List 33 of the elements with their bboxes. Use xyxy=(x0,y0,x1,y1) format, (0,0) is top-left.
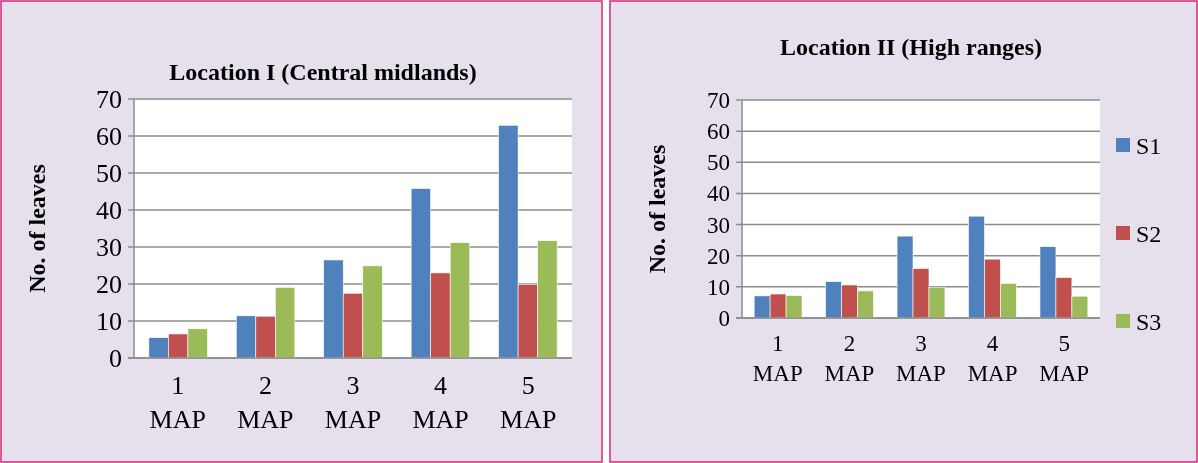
x-tick-label: 5 MAP xyxy=(500,371,557,434)
y-tick-label: 70 xyxy=(96,85,122,115)
y-tick-label: 50 xyxy=(707,150,730,176)
y-tick-label: 20 xyxy=(96,270,122,300)
x-tick-label: 4 MAP xyxy=(967,331,1018,386)
y-tick-label: 40 xyxy=(96,196,122,226)
x-tick-label: 2 MAP xyxy=(824,331,875,386)
y-tick-label: 20 xyxy=(707,243,730,269)
chart-title: Location I (Central midlands) xyxy=(169,59,477,85)
x-tick-label: 3 MAP xyxy=(324,371,382,434)
y-axis-title: No. of leaves xyxy=(24,164,50,293)
legend-label: S1 xyxy=(1136,133,1162,160)
y-tick-label: 10 xyxy=(96,307,122,337)
y-tick-label: 30 xyxy=(96,233,122,263)
y-tick-label: 40 xyxy=(707,181,730,207)
x-tick-label: 1 MAP xyxy=(752,331,803,386)
chart-title: Location II (High ranges) xyxy=(779,34,1043,60)
y-tick-label: 0 xyxy=(718,306,730,332)
legend-label: S2 xyxy=(1136,221,1162,248)
x-tick-label: 4 MAP xyxy=(412,371,469,434)
y-tick-label: 70 xyxy=(707,88,730,114)
x-tick-label: 2 MAP xyxy=(237,371,294,434)
x-tick-label: 5 MAP xyxy=(1039,331,1090,386)
y-tick-label: 60 xyxy=(707,119,730,145)
y-axis-title: No. of leaves xyxy=(644,144,670,274)
y-tick-label: 30 xyxy=(707,212,730,238)
y-tick-label: 50 xyxy=(96,159,122,189)
legend-label: S3 xyxy=(1136,309,1162,336)
x-tick-label: 3 MAP xyxy=(896,331,946,386)
x-tick-label: 1 MAP xyxy=(149,371,206,434)
y-tick-label: 10 xyxy=(707,274,730,300)
y-tick-label: 60 xyxy=(96,122,122,152)
y-tick-label: 0 xyxy=(109,344,122,374)
